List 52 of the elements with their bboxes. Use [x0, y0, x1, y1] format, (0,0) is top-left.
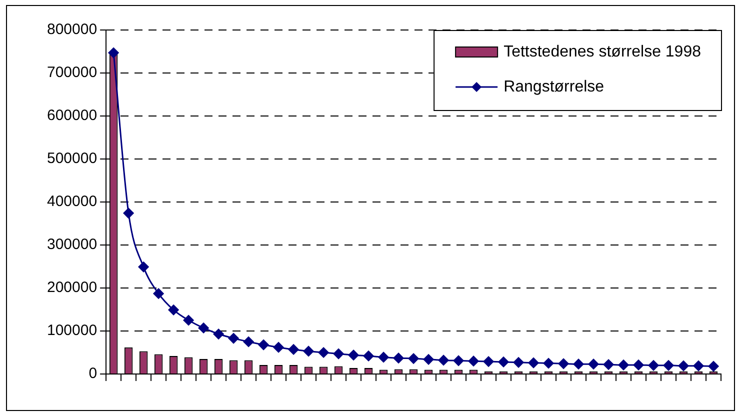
point: [603, 359, 614, 370]
point: [198, 322, 209, 334]
point: [333, 348, 344, 360]
point: [108, 48, 119, 58]
point: [378, 352, 389, 362]
point: [423, 354, 434, 365]
point: [438, 354, 449, 366]
y-tick-label: 200000: [46, 279, 98, 296]
point: [453, 355, 464, 366]
point: [243, 336, 254, 347]
point: [528, 358, 539, 368]
point: [183, 315, 194, 326]
point: [123, 208, 134, 218]
point: [693, 360, 704, 372]
point: [648, 360, 659, 371]
y-tick-label: 800000: [46, 21, 98, 38]
point: [618, 360, 629, 370]
y-tick-label: 600000: [46, 107, 98, 124]
point: [363, 350, 374, 362]
point: [558, 358, 569, 369]
y-tick-label: 700000: [46, 64, 98, 82]
point: [498, 356, 509, 368]
point: [138, 262, 149, 272]
point: [708, 361, 719, 372]
point: [663, 360, 674, 371]
point: [213, 328, 224, 340]
y-tick-label: 400000: [46, 193, 98, 210]
point: [288, 344, 299, 355]
y-tick-label: 0: [88, 365, 98, 382]
point: [588, 358, 599, 370]
y-tick-label: 500000: [46, 150, 98, 168]
point: [678, 360, 689, 372]
point: [633, 360, 644, 370]
point: [228, 333, 239, 344]
point: [348, 350, 359, 360]
y-tick-label: 300000: [46, 236, 98, 254]
legend-label: Tettstedenes størrelse 1998: [504, 43, 702, 60]
point: [573, 358, 584, 370]
point: [483, 356, 494, 367]
point: [168, 304, 179, 316]
y-tick-label: 100000: [46, 322, 98, 340]
point: [468, 356, 479, 366]
point: [393, 352, 404, 364]
point: [303, 346, 314, 356]
point: [153, 288, 164, 299]
point: [318, 347, 329, 358]
legend-label: Rangstørrelse: [504, 78, 604, 96]
point: [258, 340, 269, 350]
point: [513, 357, 524, 368]
point: [543, 358, 554, 368]
point: [408, 353, 419, 364]
point: [273, 342, 284, 353]
